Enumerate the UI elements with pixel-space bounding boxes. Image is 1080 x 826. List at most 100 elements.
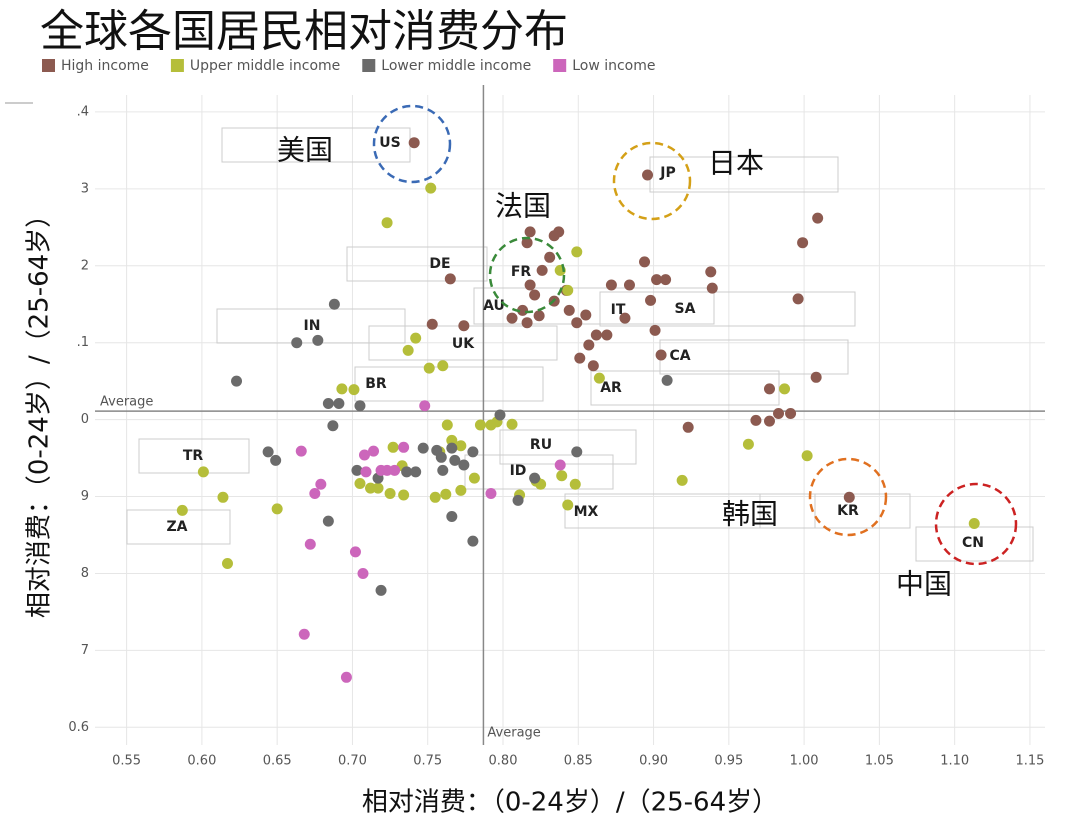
point xyxy=(569,478,581,490)
point xyxy=(327,420,339,432)
point xyxy=(682,421,694,433)
x-tick-label: 0.90 xyxy=(639,754,668,769)
point xyxy=(231,375,243,387)
point xyxy=(706,282,718,294)
point xyxy=(521,237,533,249)
point xyxy=(437,360,449,372)
callout: 法国 xyxy=(495,190,551,223)
y-tick-label: .1 xyxy=(77,335,89,350)
country-label: AR xyxy=(600,380,622,396)
country-label: DE xyxy=(429,256,450,272)
chart-title: 全球各国居民相对消费分布 xyxy=(40,6,568,57)
x-tick-label: 1.00 xyxy=(790,754,819,769)
label-box xyxy=(473,287,715,325)
x-tick-label: 0.95 xyxy=(714,754,743,769)
y-tick-label: 9 xyxy=(81,489,89,504)
y-axis-label: 相对消费：（0-24岁）/（25-64岁） xyxy=(25,202,55,618)
point xyxy=(623,279,635,291)
point xyxy=(402,344,414,356)
point xyxy=(221,557,233,569)
label-box xyxy=(499,429,637,465)
point xyxy=(533,310,545,322)
point xyxy=(785,407,797,419)
point xyxy=(494,409,506,421)
point xyxy=(381,464,393,476)
point xyxy=(529,472,541,484)
point xyxy=(446,442,458,454)
point xyxy=(467,535,479,547)
point xyxy=(354,400,366,412)
point xyxy=(801,450,813,462)
y-tick-label: 0.6 xyxy=(68,720,89,735)
legend-label: Upper middle income xyxy=(190,58,340,74)
country-label: CA xyxy=(669,348,690,364)
x-tick-label: 0.60 xyxy=(187,754,216,769)
point xyxy=(410,332,422,344)
point xyxy=(387,441,399,453)
legend-label: High income xyxy=(61,58,149,74)
y-tick-label: .4 xyxy=(77,104,89,119)
legend-swatch xyxy=(42,59,55,72)
country-label: KR xyxy=(837,503,859,519)
point xyxy=(336,383,348,395)
callout: 美国 xyxy=(277,134,333,167)
point xyxy=(792,293,804,305)
point xyxy=(426,318,438,330)
point xyxy=(384,487,396,499)
point xyxy=(304,538,316,550)
point xyxy=(401,466,413,478)
point xyxy=(750,414,762,426)
point xyxy=(441,419,453,431)
country-label: ID xyxy=(510,463,527,479)
country-label: MX xyxy=(574,504,599,520)
point xyxy=(639,256,651,268)
point xyxy=(810,371,822,383)
point xyxy=(398,489,410,501)
label-box xyxy=(590,370,780,406)
point xyxy=(217,491,229,503)
point xyxy=(574,352,586,364)
average-label: Average xyxy=(100,395,153,410)
point xyxy=(661,374,673,386)
point xyxy=(368,445,380,457)
x-tick-label: 0.65 xyxy=(263,754,292,769)
point xyxy=(605,279,617,291)
point xyxy=(455,440,467,452)
point xyxy=(619,312,631,324)
country-label: TR xyxy=(183,448,204,464)
point xyxy=(843,491,855,503)
country-label: RU xyxy=(530,437,552,453)
point xyxy=(354,477,366,489)
x-tick-label: 0.70 xyxy=(338,754,367,769)
point xyxy=(660,274,672,286)
point xyxy=(419,400,431,412)
point xyxy=(651,274,663,286)
highlight-circle xyxy=(934,482,1018,566)
point xyxy=(763,383,775,395)
point xyxy=(455,484,467,496)
point xyxy=(485,487,497,499)
point xyxy=(812,212,824,224)
label-box xyxy=(759,493,911,529)
point xyxy=(446,434,458,446)
country-label: UK xyxy=(452,336,475,352)
point xyxy=(425,182,437,194)
point xyxy=(601,329,613,341)
point xyxy=(524,279,536,291)
point xyxy=(197,466,209,478)
point xyxy=(642,169,654,181)
label-box xyxy=(346,246,488,282)
legend-label: Low income xyxy=(572,58,655,74)
point xyxy=(435,451,447,463)
point xyxy=(474,419,486,431)
label-box xyxy=(138,438,250,474)
point xyxy=(467,446,479,458)
point xyxy=(449,454,461,466)
point xyxy=(322,515,334,527)
point xyxy=(340,671,352,683)
x-tick-label: 0.75 xyxy=(413,754,442,769)
point xyxy=(309,487,321,499)
point xyxy=(349,546,361,558)
country-label: SA xyxy=(675,301,696,317)
point xyxy=(444,273,456,285)
